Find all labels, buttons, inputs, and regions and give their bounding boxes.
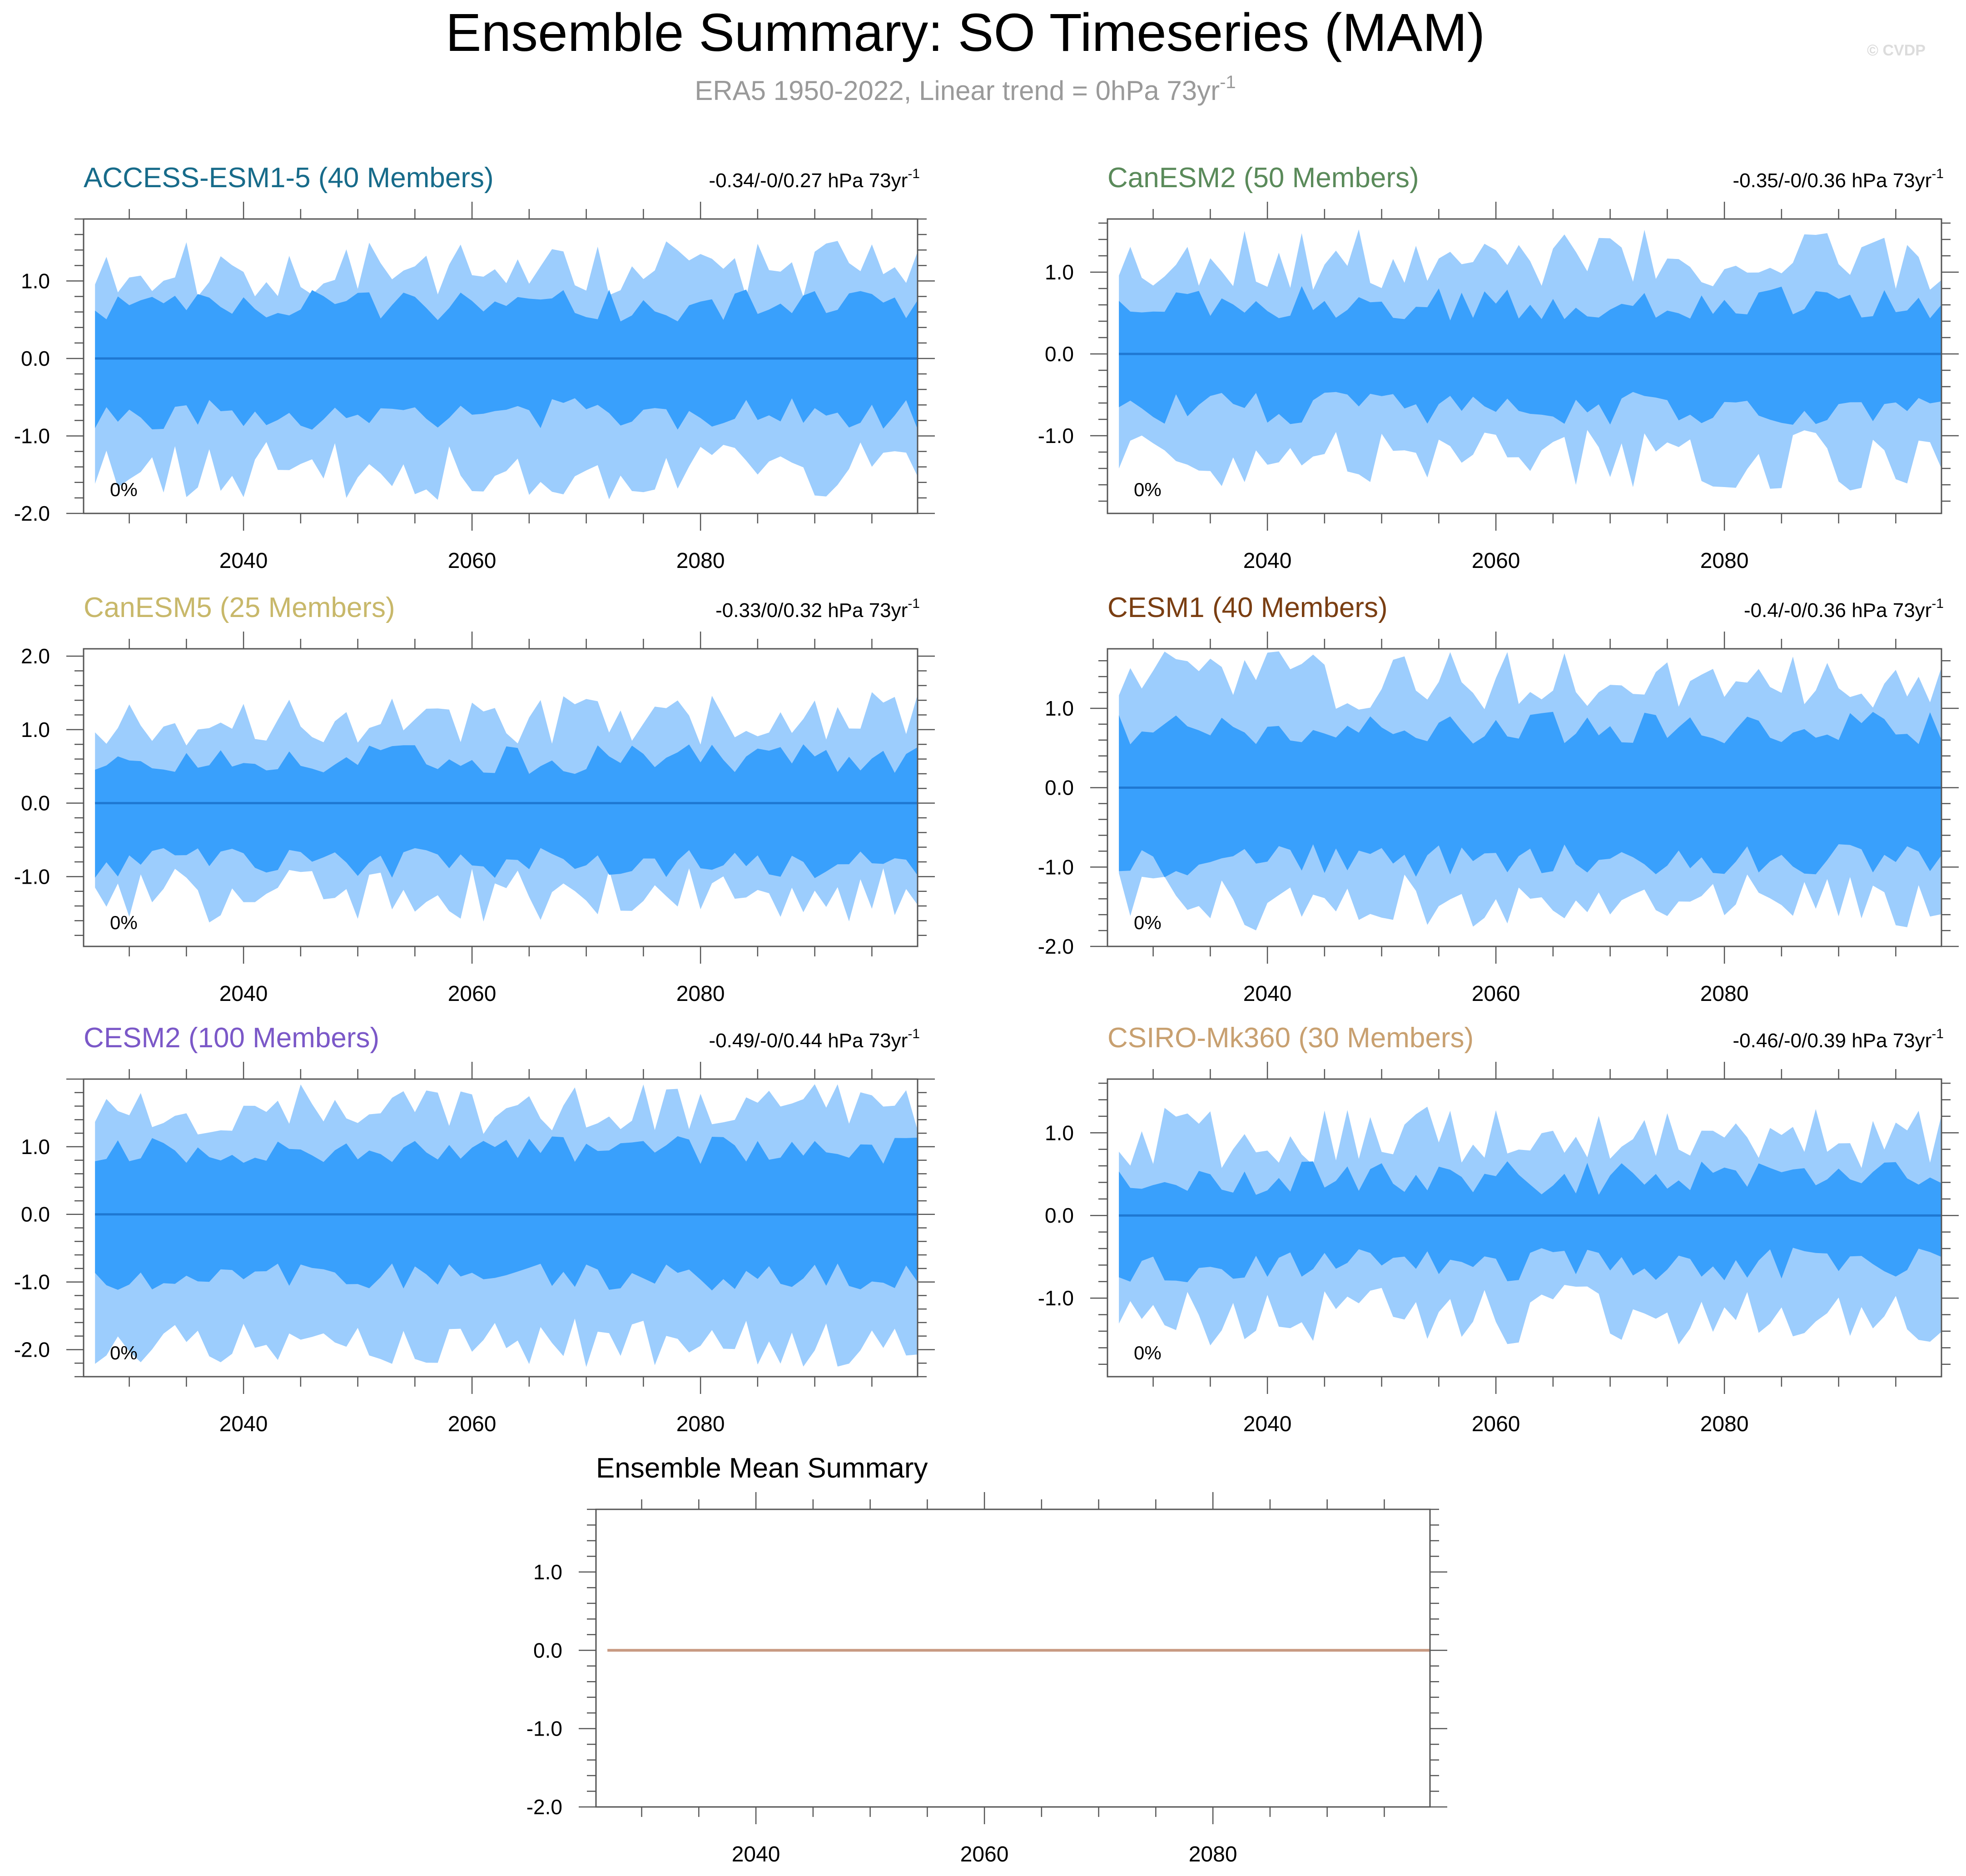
x-tick-label: 2040 xyxy=(219,982,268,1006)
x-tick-label: 2080 xyxy=(1700,549,1749,573)
inner-spread-band xyxy=(95,744,918,878)
y-tick-label: 1.0 xyxy=(21,269,50,293)
x-tick-label: 2040 xyxy=(1243,549,1292,573)
x-tick-label: 2080 xyxy=(676,1412,725,1436)
x-tick-label: 2060 xyxy=(1472,982,1520,1006)
percent-label: 0% xyxy=(1134,912,1162,933)
percent-label: 0% xyxy=(110,479,138,500)
inner-spread-band xyxy=(1119,1161,1941,1283)
figure-subtitle: ERA5 1950-2022, Linear trend = 0hPa 73yr… xyxy=(695,72,1236,106)
trend-label: -0.34/-0/0.27 hPa 73yr-1 xyxy=(709,166,920,192)
y-tick-label: 0.0 xyxy=(21,791,50,815)
plot-frame xyxy=(1107,648,1942,947)
y-tick-label: -2.0 xyxy=(526,1795,562,1819)
trend-label: -0.33/0/0.32 hPa 73yr-1 xyxy=(715,596,920,622)
y-tick-label: 0.0 xyxy=(21,347,50,370)
y-tick-label: -2.0 xyxy=(14,502,50,525)
y-tick-label: 1.0 xyxy=(21,1135,50,1159)
panel-3: CESM1 (40 Members) -0.4/-0/0.36 hPa 73yr-… xyxy=(1038,592,1959,1006)
percent-label: 0% xyxy=(1134,1342,1162,1363)
x-tick-label: 2060 xyxy=(1472,549,1520,573)
y-tick-label: 1.0 xyxy=(1045,260,1074,284)
plot-frame xyxy=(83,218,918,514)
x-tick-label: 2060 xyxy=(1472,1412,1520,1436)
y-tick-label: 1.0 xyxy=(21,718,50,741)
x-tick-label: 2080 xyxy=(1700,982,1749,1006)
plot-frame xyxy=(595,1508,1431,1808)
y-tick-label: -2.0 xyxy=(14,1338,50,1361)
y-tick-label: -1.0 xyxy=(526,1717,562,1741)
percent-label: 0% xyxy=(110,1342,138,1363)
x-tick-label: 2060 xyxy=(448,982,496,1006)
plot-frame xyxy=(1107,218,1942,514)
y-tick-label: -1.0 xyxy=(14,1270,50,1294)
x-tick-label: 2060 xyxy=(448,549,496,573)
x-tick-label: 2040 xyxy=(732,1842,780,1866)
x-tick-label: 2060 xyxy=(448,1412,496,1436)
y-tick-label: 2.0 xyxy=(21,644,50,668)
panel-6: Ensemble Mean Summary -2.0 -1.0 0.0 1.0 2040 2… xyxy=(526,1453,1447,1866)
figure-subtitle-sup: -1 xyxy=(1220,72,1236,92)
y-tick-label: 1.0 xyxy=(1045,1121,1074,1145)
panel-5: CSIRO-Mk360 (30 Members) -0.46/-0/0.39 hP… xyxy=(1038,1022,1959,1436)
x-tick-label: 2080 xyxy=(1700,1412,1749,1436)
trend-label: -0.4/-0/0.36 hPa 73yr-1 xyxy=(1744,596,1944,622)
inner-spread-band xyxy=(1119,286,1941,425)
x-tick-label: 2040 xyxy=(1243,982,1292,1006)
y-tick-label: 1.0 xyxy=(1045,697,1074,720)
x-tick-label: 2060 xyxy=(960,1842,1009,1866)
panel-title: CanESM2 (50 Members) xyxy=(1107,162,1419,194)
trend-label: -0.46/-0/0.39 hPa 73yr-1 xyxy=(1733,1026,1944,1052)
x-tick-label: 2040 xyxy=(219,1412,268,1436)
x-tick-label: 2040 xyxy=(219,549,268,573)
plot-frame xyxy=(1107,1078,1942,1378)
panel-2: CanESM5 (25 Members) -0.33/0/0.32 hPa 73y… xyxy=(14,592,935,1006)
panel-1: CanESM2 (50 Members) -0.35/-0/0.36 hPa 73… xyxy=(1038,162,1959,573)
y-tick-label: -2.0 xyxy=(1038,935,1074,958)
y-tick-label: 0.0 xyxy=(1045,776,1074,800)
panel-0: ACCESS-ESM1-5 (40 Members) -0.34/-0/0.27 … xyxy=(14,162,935,573)
y-tick-label: -1.0 xyxy=(14,865,50,888)
panel-title: ACCESS-ESM1-5 (40 Members) xyxy=(84,162,494,194)
figure-subtitle-text: ERA5 1950-2022, Linear trend = 0hPa 73yr xyxy=(695,75,1220,106)
percent-label: 0% xyxy=(110,912,138,933)
x-tick-label: 2080 xyxy=(676,549,725,573)
y-tick-label: 0.0 xyxy=(533,1638,562,1662)
y-tick-label: -1.0 xyxy=(1038,1286,1074,1310)
y-tick-label: 1.0 xyxy=(533,1560,562,1584)
y-tick-label: -1.0 xyxy=(1038,424,1074,448)
trend-label: -0.35/-0/0.36 hPa 73yr-1 xyxy=(1733,166,1944,192)
panel-title: CESM1 (40 Members) xyxy=(1107,592,1388,623)
cvdp-watermark: © CVDP xyxy=(1867,42,1926,59)
y-tick-label: -1.0 xyxy=(1038,855,1074,879)
y-tick-label: -1.0 xyxy=(14,424,50,448)
percent-label: 0% xyxy=(1134,479,1162,500)
panel-title: Ensemble Mean Summary xyxy=(596,1453,928,1484)
panel-title: CanESM5 (25 Members) xyxy=(84,592,395,623)
panel-title: CSIRO-Mk360 (30 Members) xyxy=(1107,1022,1474,1054)
inner-spread-band xyxy=(1119,712,1941,877)
plot-frame xyxy=(83,648,918,947)
figure-title: Ensemble Summary: SO Timeseries (MAM) xyxy=(446,3,1485,63)
x-tick-label: 2080 xyxy=(676,982,725,1006)
inner-spread-band xyxy=(95,289,918,430)
y-tick-label: 0.0 xyxy=(1045,1204,1074,1227)
y-tick-label: 0.0 xyxy=(1045,342,1074,366)
y-tick-label: 0.0 xyxy=(21,1203,50,1226)
x-tick-label: 2080 xyxy=(1189,1842,1237,1866)
trend-label: -0.49/-0/0.44 hPa 73yr-1 xyxy=(709,1026,920,1052)
x-tick-label: 2040 xyxy=(1243,1412,1292,1436)
panel-4: CESM2 (100 Members) -0.49/-0/0.44 hPa 73y… xyxy=(14,1022,935,1436)
panel-title: CESM2 (100 Members) xyxy=(84,1022,379,1054)
